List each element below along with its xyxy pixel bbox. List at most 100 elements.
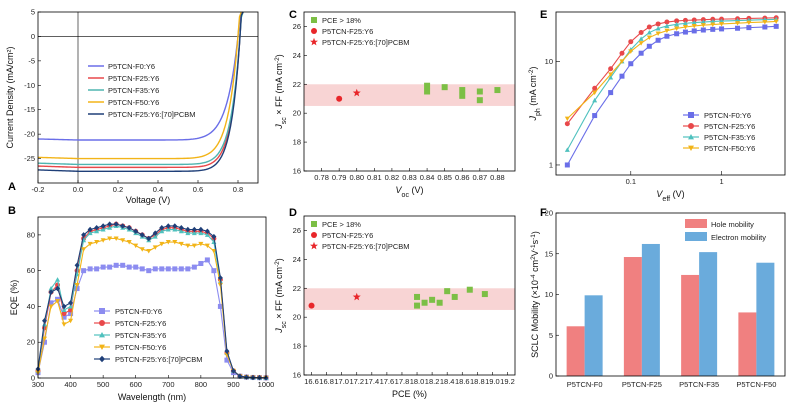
eqe-point bbox=[165, 223, 171, 229]
x-tick-label: 0.1 bbox=[626, 177, 636, 186]
jph-point bbox=[638, 36, 644, 41]
label-part: ) bbox=[274, 54, 284, 57]
legend-swatch bbox=[685, 219, 707, 228]
x-tick-label: 17.0 bbox=[334, 377, 349, 386]
scatter-point bbox=[308, 302, 315, 309]
eqe-point bbox=[48, 304, 54, 309]
eqe-point bbox=[191, 226, 197, 233]
eqe-curve bbox=[37, 223, 267, 379]
jph-point bbox=[664, 33, 670, 39]
x-tick-label: 0.83 bbox=[402, 173, 417, 182]
eqe-point bbox=[172, 266, 178, 272]
y-tick-label: 22 bbox=[293, 80, 301, 89]
eqe-point bbox=[68, 300, 74, 306]
x-tick-label: 300 bbox=[32, 380, 45, 389]
y-tick-label: 40 bbox=[27, 302, 35, 311]
x-tick-label: P5TCN-F25 bbox=[622, 380, 662, 389]
panel-letter-d: D bbox=[289, 207, 297, 219]
jph-point bbox=[655, 25, 661, 31]
x-tick-label: 900 bbox=[227, 380, 240, 389]
jph-point bbox=[608, 72, 614, 77]
x-tick-label: 0.80 bbox=[349, 173, 364, 182]
x-tick-label: 400 bbox=[64, 380, 77, 389]
legend-marker bbox=[311, 28, 317, 34]
jph-point bbox=[746, 20, 752, 26]
bar bbox=[738, 312, 757, 376]
eqe-point bbox=[185, 226, 191, 233]
x-tick-label: 16.6 bbox=[304, 377, 319, 386]
jph-point bbox=[735, 25, 741, 31]
jph-point bbox=[710, 22, 716, 28]
eqe-point bbox=[185, 230, 191, 236]
legend-label: PCE > 18% bbox=[322, 16, 361, 25]
label-part: -1 bbox=[530, 244, 537, 250]
eqe-point bbox=[100, 223, 106, 229]
eqe-point bbox=[113, 221, 119, 227]
jph-point bbox=[682, 24, 688, 30]
x-tick-label: 18.0 bbox=[410, 377, 425, 386]
eqe-point bbox=[107, 221, 113, 227]
jph-point bbox=[664, 28, 670, 34]
legend-label: P5TCN-F25:Y6:[70]PCBM bbox=[108, 110, 196, 119]
y-axis-label: EQE (%) bbox=[9, 280, 19, 316]
legend-marker bbox=[688, 134, 694, 140]
label-part: SCLC Mobility (×10 bbox=[530, 280, 540, 358]
legend-marker bbox=[688, 145, 694, 151]
x-tick-label: 0.78 bbox=[314, 173, 329, 182]
bar bbox=[566, 326, 585, 376]
label-part: (V) bbox=[409, 185, 424, 195]
label-part: V bbox=[396, 185, 403, 195]
target-band bbox=[304, 84, 515, 106]
eqe-point bbox=[211, 248, 217, 254]
x-tick-label: 0.81 bbox=[367, 173, 382, 182]
jph-point bbox=[691, 17, 697, 23]
jph-point bbox=[608, 74, 614, 80]
jph-point bbox=[674, 26, 680, 31]
panel-a: A -0.2 0.0 0.2 0.4 0.6 0.8 5 0 -5 -10 -15 -20 -25 Volt… bbox=[5, 8, 259, 205]
legend-marker bbox=[99, 308, 105, 314]
eqe-point bbox=[165, 266, 171, 272]
legend-marker bbox=[310, 241, 318, 250]
eqe-point bbox=[217, 303, 223, 309]
eqe-point bbox=[191, 230, 197, 236]
legend-label: P5TCN-F25:Y6:[70]PCBM bbox=[322, 38, 410, 47]
y-axis-label: Jph (mA cm-2) bbox=[528, 66, 542, 121]
eqe-point bbox=[87, 241, 93, 247]
y-tick-label: 18 bbox=[293, 138, 301, 147]
jph-point bbox=[608, 66, 614, 72]
eqe-point bbox=[94, 240, 100, 245]
eqe-point bbox=[237, 373, 243, 379]
jph-point bbox=[773, 19, 779, 24]
jph-curve bbox=[566, 17, 777, 125]
y-axis-label: Jsc × FF (mA cm-2) bbox=[274, 54, 288, 130]
jph-point bbox=[710, 26, 716, 32]
x-tick-label: 500 bbox=[97, 380, 110, 389]
label-part: -2 bbox=[528, 69, 535, 75]
jph-point bbox=[638, 41, 644, 46]
eqe-point bbox=[165, 227, 171, 232]
y-tick-label: 1 bbox=[549, 160, 553, 169]
jph-point bbox=[628, 61, 634, 67]
label-part: -1 bbox=[530, 234, 537, 240]
scatter-point bbox=[476, 88, 483, 95]
eqe-point bbox=[94, 266, 100, 272]
x-tick-label: 0.2 bbox=[113, 185, 123, 194]
eqe-point bbox=[152, 230, 158, 236]
scatter-point bbox=[459, 92, 466, 99]
scatter-point bbox=[352, 292, 361, 301]
eqe-point bbox=[68, 311, 74, 317]
scatter-point bbox=[414, 302, 421, 309]
jph-point bbox=[619, 73, 625, 79]
label-part: J bbox=[274, 328, 284, 334]
label-part: (V) bbox=[670, 189, 685, 199]
legend-marker bbox=[99, 344, 105, 350]
legend-label: P5TCN-F50:Y6 bbox=[108, 98, 159, 107]
jph-point bbox=[773, 23, 779, 29]
jph-point bbox=[719, 21, 725, 27]
eqe-point bbox=[204, 243, 210, 249]
scatter-point bbox=[352, 88, 361, 97]
jv-curve bbox=[37, 11, 244, 169]
x-tick-label: 18.6 bbox=[455, 377, 470, 386]
legend-marker bbox=[311, 221, 317, 227]
y-tick-label: -25 bbox=[24, 154, 35, 163]
